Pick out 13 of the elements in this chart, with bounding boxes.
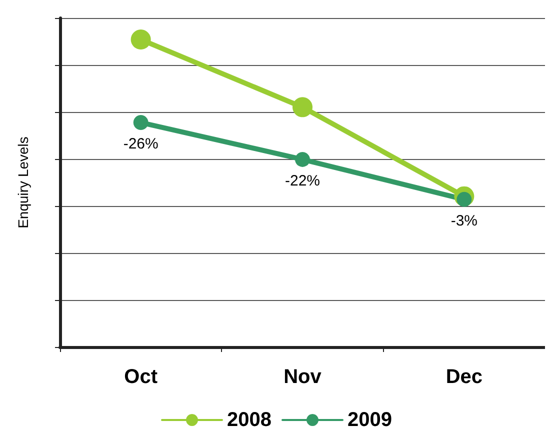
point [295, 152, 310, 167]
point [292, 97, 312, 118]
x-tick-label: Dec [446, 366, 483, 388]
x-tick-label: Oct [124, 366, 158, 388]
point [130, 30, 151, 50]
legend-label: 2009 [348, 409, 392, 431]
annotation: -22% [284, 172, 320, 190]
annotation: -26% [123, 136, 158, 153]
legend-label: 2008 [227, 409, 272, 431]
point [133, 115, 148, 130]
annotation: -3% [450, 212, 478, 230]
x-tick-label: Nov [284, 366, 322, 388]
y-axis-title: Enquiry Levels [15, 136, 31, 228]
